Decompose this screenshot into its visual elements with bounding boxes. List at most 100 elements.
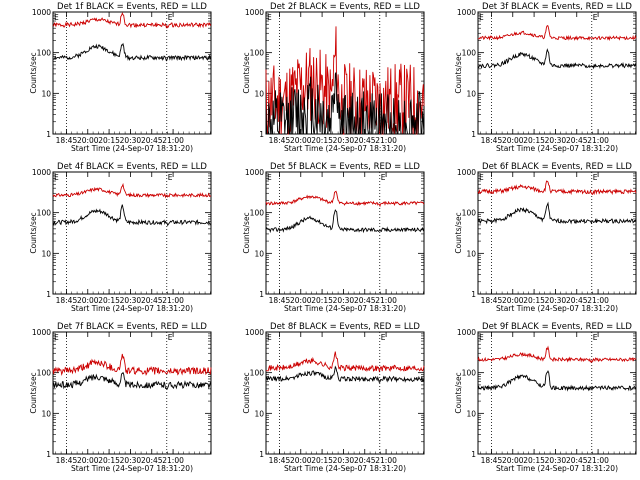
series-lld-red: [52, 12, 212, 29]
x-tick-label: 20:00: [502, 296, 524, 305]
x-tick-label: 20:00: [502, 456, 524, 465]
x-tick-label: 18:45: [269, 136, 291, 145]
x-axis-label: Start Time (24-Sep-07 18:31:20): [496, 464, 618, 473]
y-axis-label: Counts/sec: [29, 52, 38, 93]
x-axis-label: Start Time (24-Sep-07 18:31:20): [496, 144, 618, 153]
y-tick-label: 100: [37, 49, 52, 58]
e-marker-left: E: [267, 333, 272, 342]
x-tick-label: 18:45: [269, 456, 291, 465]
x-tick-label: 20:15: [98, 296, 120, 305]
panel-det-1: Det 1f BLACK = Events, RED = LLD 1 10 100 10…: [29, 2, 212, 153]
series-lld-red: [477, 180, 637, 196]
series-lld-red: [477, 25, 637, 42]
x-tick-label: 20:45: [566, 136, 588, 145]
x-tick-label: 20:45: [566, 456, 588, 465]
y-tick-label: 1: [259, 290, 264, 299]
y-tick-label: 100: [462, 369, 477, 378]
plot-frame: [265, 171, 425, 295]
y-tick-label: 10: [254, 89, 264, 98]
x-axis-label: Start Time (24-Sep-07 18:31:20): [496, 304, 618, 313]
x-tick-label: 21:00: [375, 296, 397, 305]
y-tick-label: 1: [471, 450, 476, 459]
x-tick-label: 18:45: [56, 296, 78, 305]
panel-det-6: Det 6f BLACK = Events, RED = LLD 1 10 100 10…: [454, 162, 637, 313]
panel-title: Det 8f BLACK = Events, RED = LLD: [270, 322, 420, 332]
y-tick-label: 100: [250, 209, 265, 218]
x-tick-label: 20:15: [523, 456, 545, 465]
e-marker-left: E: [267, 173, 272, 182]
x-axis-label: Start Time (24-Sep-07 18:31:20): [284, 144, 406, 153]
e-marker-right: E: [168, 333, 173, 342]
y-tick-label: 100: [250, 369, 265, 378]
x-tick-label: 20:45: [141, 456, 163, 465]
e-marker-left: E: [479, 333, 484, 342]
x-tick-label: 20:45: [354, 456, 376, 465]
series-lld-red: [52, 353, 212, 376]
x-tick-label: 20:30: [120, 296, 142, 305]
plot-frame: [477, 11, 637, 135]
x-tick-label: 20:00: [290, 296, 312, 305]
y-tick-label: 100: [462, 209, 477, 218]
panel-det-8: Det 8f BLACK = Events, RED = LLD 1 10 100 10…: [242, 322, 425, 473]
x-tick-label: 21:00: [162, 136, 184, 145]
x-tick-label: 20:00: [77, 456, 99, 465]
series-events-black: [477, 201, 637, 225]
x-tick-label: 20:30: [545, 456, 567, 465]
x-tick-label: 20:15: [98, 456, 120, 465]
y-tick-label: 10: [41, 249, 51, 258]
series-events-black: [52, 204, 212, 227]
x-tick-label: 21:00: [375, 136, 397, 145]
y-tick-label: 10: [41, 89, 51, 98]
x-tick-label: 21:00: [587, 456, 609, 465]
series-events-black: [52, 42, 212, 62]
x-tick-label: 20:30: [333, 296, 355, 305]
y-tick-label: 10: [41, 409, 51, 418]
series-events-black: [477, 48, 637, 70]
x-tick-label: 18:45: [56, 136, 78, 145]
x-tick-label: 20:45: [566, 296, 588, 305]
y-tick-label: 1: [471, 290, 476, 299]
y-tick-label: 1000: [245, 328, 264, 337]
x-axis-label: Start Time (24-Sep-07 18:31:20): [284, 464, 406, 473]
y-tick-label: 10: [254, 249, 264, 258]
y-axis-label: Counts/sec: [29, 372, 38, 413]
e-marker-left: E: [479, 13, 484, 22]
series-lld-red: [477, 345, 637, 364]
y-tick-label: 1: [471, 130, 476, 139]
panel-title: Det 9f BLACK = Events, RED = LLD: [482, 322, 632, 332]
x-tick-label: 20:30: [333, 136, 355, 145]
e-marker-right: E: [168, 173, 173, 182]
series-events-black: [265, 365, 425, 384]
plot-frame: [52, 331, 212, 455]
y-axis-label: Counts/sec: [454, 372, 463, 413]
y-tick-label: 1000: [245, 8, 264, 17]
x-tick-label: 21:00: [162, 456, 184, 465]
e-marker-right: E: [381, 333, 386, 342]
x-tick-label: 20:45: [354, 296, 376, 305]
x-tick-label: 18:45: [481, 456, 503, 465]
y-tick-label: 10: [466, 89, 476, 98]
x-tick-label: 20:45: [141, 136, 163, 145]
panel-title: Det 7f BLACK = Events, RED = LLD: [57, 322, 207, 332]
x-tick-label: 21:00: [587, 296, 609, 305]
y-tick-label: 100: [37, 209, 52, 218]
e-marker-right: E: [593, 13, 598, 22]
panel-title: Det 1f BLACK = Events, RED = LLD: [57, 2, 207, 12]
y-tick-label: 1000: [32, 328, 51, 337]
x-tick-label: 20:30: [333, 456, 355, 465]
y-tick-label: 10: [466, 249, 476, 258]
y-axis-label: Counts/sec: [242, 52, 251, 93]
y-axis-label: Counts/sec: [454, 52, 463, 93]
y-tick-label: 1000: [457, 168, 476, 177]
y-tick-label: 1: [259, 450, 264, 459]
x-tick-label: 20:15: [523, 296, 545, 305]
x-tick-label: 20:00: [290, 456, 312, 465]
x-tick-label: 20:45: [354, 136, 376, 145]
y-tick-label: 1: [46, 450, 51, 459]
e-marker-right: E: [593, 333, 598, 342]
x-tick-label: 18:45: [269, 296, 291, 305]
plot-frame: [52, 171, 212, 295]
y-tick-label: 10: [466, 409, 476, 418]
e-marker-left: E: [54, 173, 59, 182]
